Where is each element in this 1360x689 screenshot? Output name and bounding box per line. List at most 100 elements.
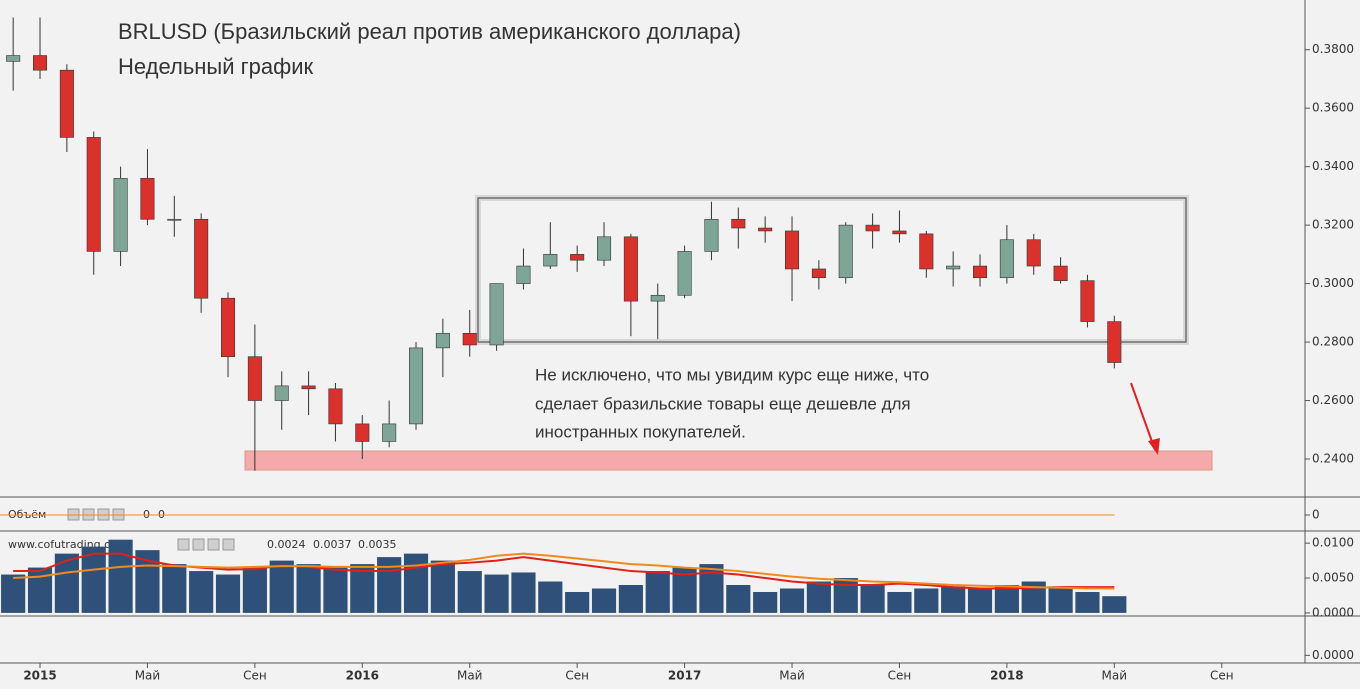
indicator-bar: [833, 578, 858, 613]
indicator-bar: [403, 553, 429, 613]
candle-body: [597, 236, 612, 261]
indicator-bar: [645, 571, 670, 613]
candle-body: [409, 347, 424, 425]
x-tick-label: 2017: [668, 669, 701, 683]
indicator-bar: [54, 553, 79, 613]
candle-body: [999, 239, 1014, 279]
candle-body: [382, 423, 397, 442]
candle-body: [59, 69, 74, 138]
y-tick-label: 0.3600: [1312, 101, 1354, 115]
candle-body: [6, 55, 21, 62]
candle-body: [435, 332, 450, 349]
candle-body: [892, 230, 907, 235]
indicator-bar: [699, 564, 724, 613]
y-tick-label: 0.2400: [1312, 451, 1354, 465]
candle-body: [301, 385, 316, 390]
candle-body: [140, 178, 155, 220]
x-tick-label: Сен: [888, 669, 912, 683]
annotation: иностранных покупателей.: [535, 422, 746, 441]
x-tick-label: 2018: [990, 669, 1023, 683]
subtitle: Недельный график: [118, 54, 314, 79]
indicator-bar: [511, 572, 536, 613]
y-tick-label: 0.0000: [1312, 648, 1354, 662]
indicator-bar: [135, 550, 160, 613]
indicator-bar: [967, 588, 993, 613]
range-box: [475, 195, 1189, 345]
candle-body: [811, 268, 826, 279]
indicator-bar: [108, 539, 133, 613]
candle-body: [33, 55, 48, 71]
y-tick-label: 0.0050: [1312, 571, 1354, 585]
y-tick-label: 0.3200: [1312, 218, 1354, 232]
indicator-line: [13, 552, 1115, 590]
candle-body: [543, 254, 558, 267]
candle-body: [973, 265, 988, 279]
x-tick-label: 2016: [346, 669, 379, 683]
indicator-bar: [860, 585, 885, 613]
indicator-bar: [296, 564, 321, 613]
x-tick-label: Май: [779, 669, 805, 683]
indicator-bar: [484, 574, 509, 613]
candle-body: [570, 254, 585, 261]
indicator-bar: [189, 571, 214, 613]
candle-body: [247, 356, 262, 401]
indicator-bar: [779, 588, 805, 613]
indicator-bar: [887, 591, 912, 613]
x-tick-label: Сен: [565, 669, 589, 683]
x-tick-label: Сен: [1210, 669, 1234, 683]
candle-body: [194, 218, 209, 299]
annotation: сделает бразильские товары еще дешевле д…: [535, 394, 911, 413]
indicator-bar: [914, 588, 939, 613]
candle-body: [1053, 265, 1068, 281]
candle-body: [462, 332, 477, 346]
indicator-bar: [81, 546, 106, 613]
x-tick-label: 2015: [23, 669, 56, 683]
indicator-bar: [753, 591, 778, 613]
indicator-bar: [1102, 596, 1127, 613]
x-tick-label: Май: [457, 669, 483, 683]
indicator-bar: [1075, 591, 1100, 613]
candle-body: [516, 265, 531, 284]
indicator-bar: [269, 560, 294, 613]
candle-body: [838, 224, 853, 279]
indicator-bar: [806, 581, 831, 613]
x-tick-label: Сен: [243, 669, 267, 683]
indicator-bar: [994, 585, 1019, 613]
candle-body: [865, 224, 880, 232]
candle-body: [355, 423, 370, 442]
annotation: Не исключено, что мы увидим курс еще ниж…: [535, 365, 929, 384]
indicator-bar: [538, 581, 563, 613]
indicator-bar: [726, 585, 751, 613]
indicator-bar: [1, 574, 26, 613]
candle-body: [919, 233, 934, 270]
candle-body: [167, 218, 182, 221]
candle-body: [946, 265, 961, 270]
candle-body: [274, 385, 289, 401]
y-tick-label: 0.3000: [1312, 276, 1354, 290]
candle-body: [677, 251, 692, 296]
indicator-bar: [565, 591, 590, 613]
title: BRLUSD (Бразильский реал против американ…: [118, 19, 741, 44]
readout: 0.0024: [267, 538, 306, 551]
readout: 0.0037: [313, 538, 352, 551]
arrow: [1130, 382, 1156, 451]
indicator-bar: [591, 588, 617, 613]
y-tick-label: 0.3400: [1312, 159, 1354, 173]
candle-body: [221, 297, 236, 357]
indicator-bar: [242, 567, 267, 613]
readout: 0.0035: [358, 538, 397, 551]
arrow-head: [1148, 438, 1160, 455]
range-box-border: [477, 197, 1187, 343]
candle-body: [328, 388, 343, 425]
y-tick-label: 0.2600: [1312, 393, 1354, 407]
indicator-bar: [430, 560, 455, 613]
candle-body: [113, 178, 128, 252]
y-tick-label: 0.0100: [1312, 536, 1354, 550]
indicator-bar: [215, 574, 241, 613]
x-tick-label: Май: [135, 669, 161, 683]
candle-body: [650, 294, 665, 302]
y-tick-label: 0: [1312, 508, 1320, 522]
indicator-bar: [941, 586, 966, 613]
